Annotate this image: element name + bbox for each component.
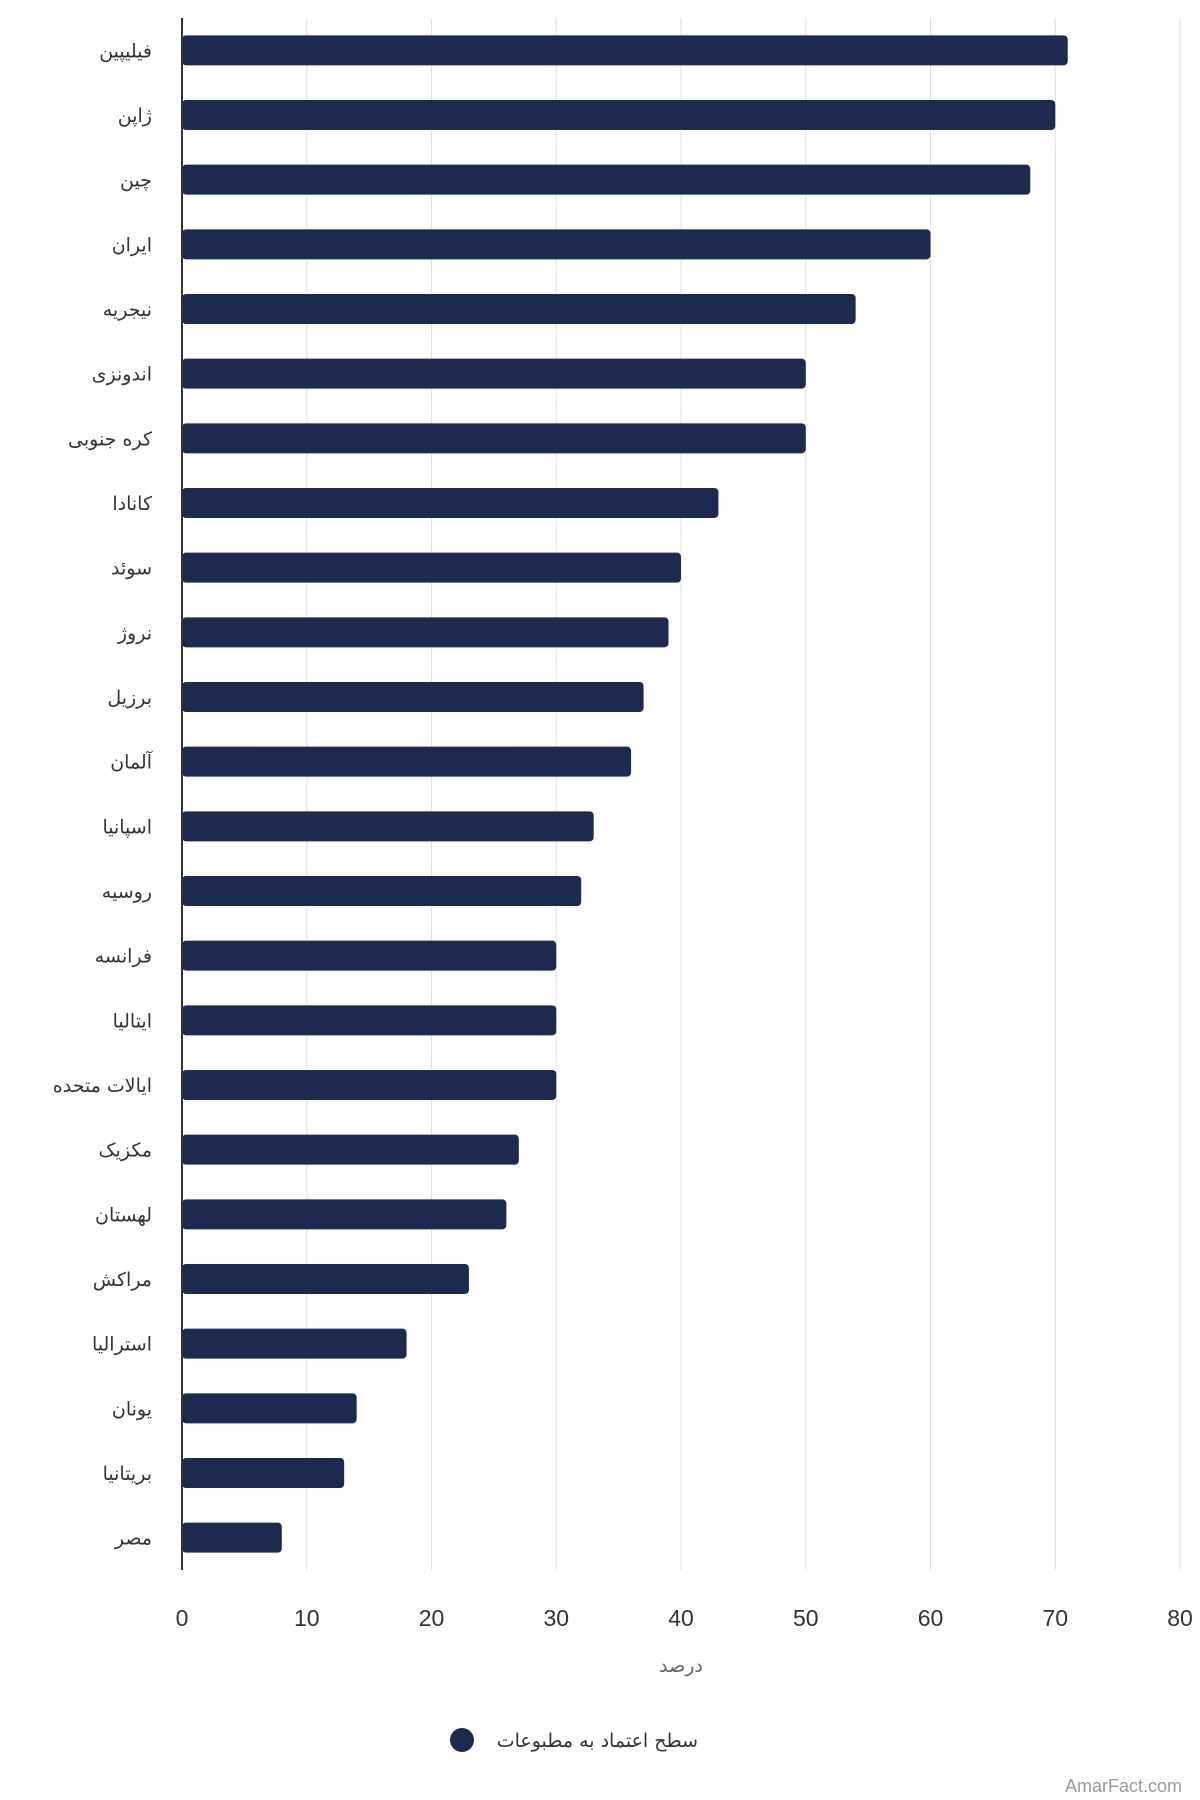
category-label: اسپانیا	[102, 816, 152, 838]
category-label: بریتانیا	[103, 1463, 152, 1485]
bar[interactable]	[182, 1522, 282, 1553]
category-labels: فیلیپین ژاپن چین ایران نیجریه اندونزی کره جنوب…	[53, 40, 153, 1549]
x-tick-label: 10	[294, 1605, 320, 1631]
category-label: ایران	[112, 234, 152, 256]
category-label: مصر	[114, 1528, 152, 1550]
category-label: نیجریه	[103, 299, 152, 321]
bar[interactable]	[182, 682, 644, 712]
bar[interactable]	[182, 164, 1031, 195]
category-label: کره جنوبی	[68, 428, 153, 450]
x-tick-label: 80	[1167, 1605, 1193, 1631]
bar[interactable]	[182, 746, 632, 777]
category-label: چین	[120, 170, 152, 192]
bar[interactable]	[182, 811, 594, 842]
bar[interactable]	[182, 358, 806, 389]
grid-lines	[306, 18, 1181, 1570]
category-label: روسیه	[102, 881, 152, 903]
x-tick-label: 60	[918, 1605, 944, 1631]
bar[interactable]	[182, 940, 557, 971]
legend-label: سطح اعتماد به مطبوعات	[497, 1730, 698, 1752]
category-label: اندونزی	[92, 364, 152, 386]
x-tick-label: 70	[1042, 1605, 1068, 1631]
credit-text[interactable]: AmarFact.com	[1065, 1776, 1182, 1796]
x-tick-label: 40	[668, 1605, 694, 1631]
bar[interactable]	[182, 1393, 357, 1424]
category-label: یونان	[112, 1398, 152, 1420]
category-label: کانادا	[112, 493, 153, 515]
bar[interactable]	[182, 617, 669, 648]
category-label: برزیل	[107, 687, 152, 709]
x-tick-label: 20	[419, 1605, 445, 1631]
bar[interactable]	[182, 1070, 557, 1100]
x-tick-labels: 0 10 20 30 40 50 60 70 80	[176, 1605, 1193, 1631]
x-tick-label: 30	[543, 1605, 569, 1631]
category-label: فرانسه	[95, 946, 152, 968]
bar[interactable]	[182, 552, 681, 583]
bar[interactable]	[182, 488, 719, 518]
category-label: نروژ	[117, 622, 152, 644]
bar[interactable]	[182, 294, 856, 324]
legend[interactable]: سطح اعتماد به مطبوعات	[450, 1728, 698, 1752]
category-label: آلمان	[110, 750, 153, 774]
bar[interactable]	[182, 35, 1068, 66]
bar[interactable]	[182, 1458, 345, 1488]
bar[interactable]	[182, 1134, 519, 1165]
x-axis-title: درصد	[659, 1655, 703, 1677]
x-tick-label: 50	[793, 1605, 819, 1631]
category-label: استرالیا	[92, 1334, 152, 1356]
category-label: مراکش	[93, 1269, 152, 1291]
category-label: ایالات متحده	[53, 1075, 152, 1097]
category-label: لهستان	[95, 1204, 152, 1226]
x-tick-label: 0	[176, 1605, 189, 1631]
bar[interactable]	[182, 1005, 557, 1036]
category-label: ژاپن	[118, 105, 152, 127]
bars	[182, 35, 1068, 1553]
legend-marker	[450, 1728, 474, 1752]
category-label: ایتالیا	[113, 1010, 152, 1032]
bar[interactable]	[182, 1199, 507, 1230]
bar[interactable]	[182, 1328, 407, 1359]
bar[interactable]	[182, 423, 806, 454]
category-label: فیلیپین	[99, 40, 152, 62]
bar[interactable]	[182, 1264, 469, 1294]
category-label: سوئد	[111, 558, 152, 580]
bar[interactable]	[182, 876, 582, 906]
bar[interactable]	[182, 229, 931, 260]
bar[interactable]	[182, 100, 1056, 130]
category-label: مکزیک	[99, 1140, 152, 1162]
